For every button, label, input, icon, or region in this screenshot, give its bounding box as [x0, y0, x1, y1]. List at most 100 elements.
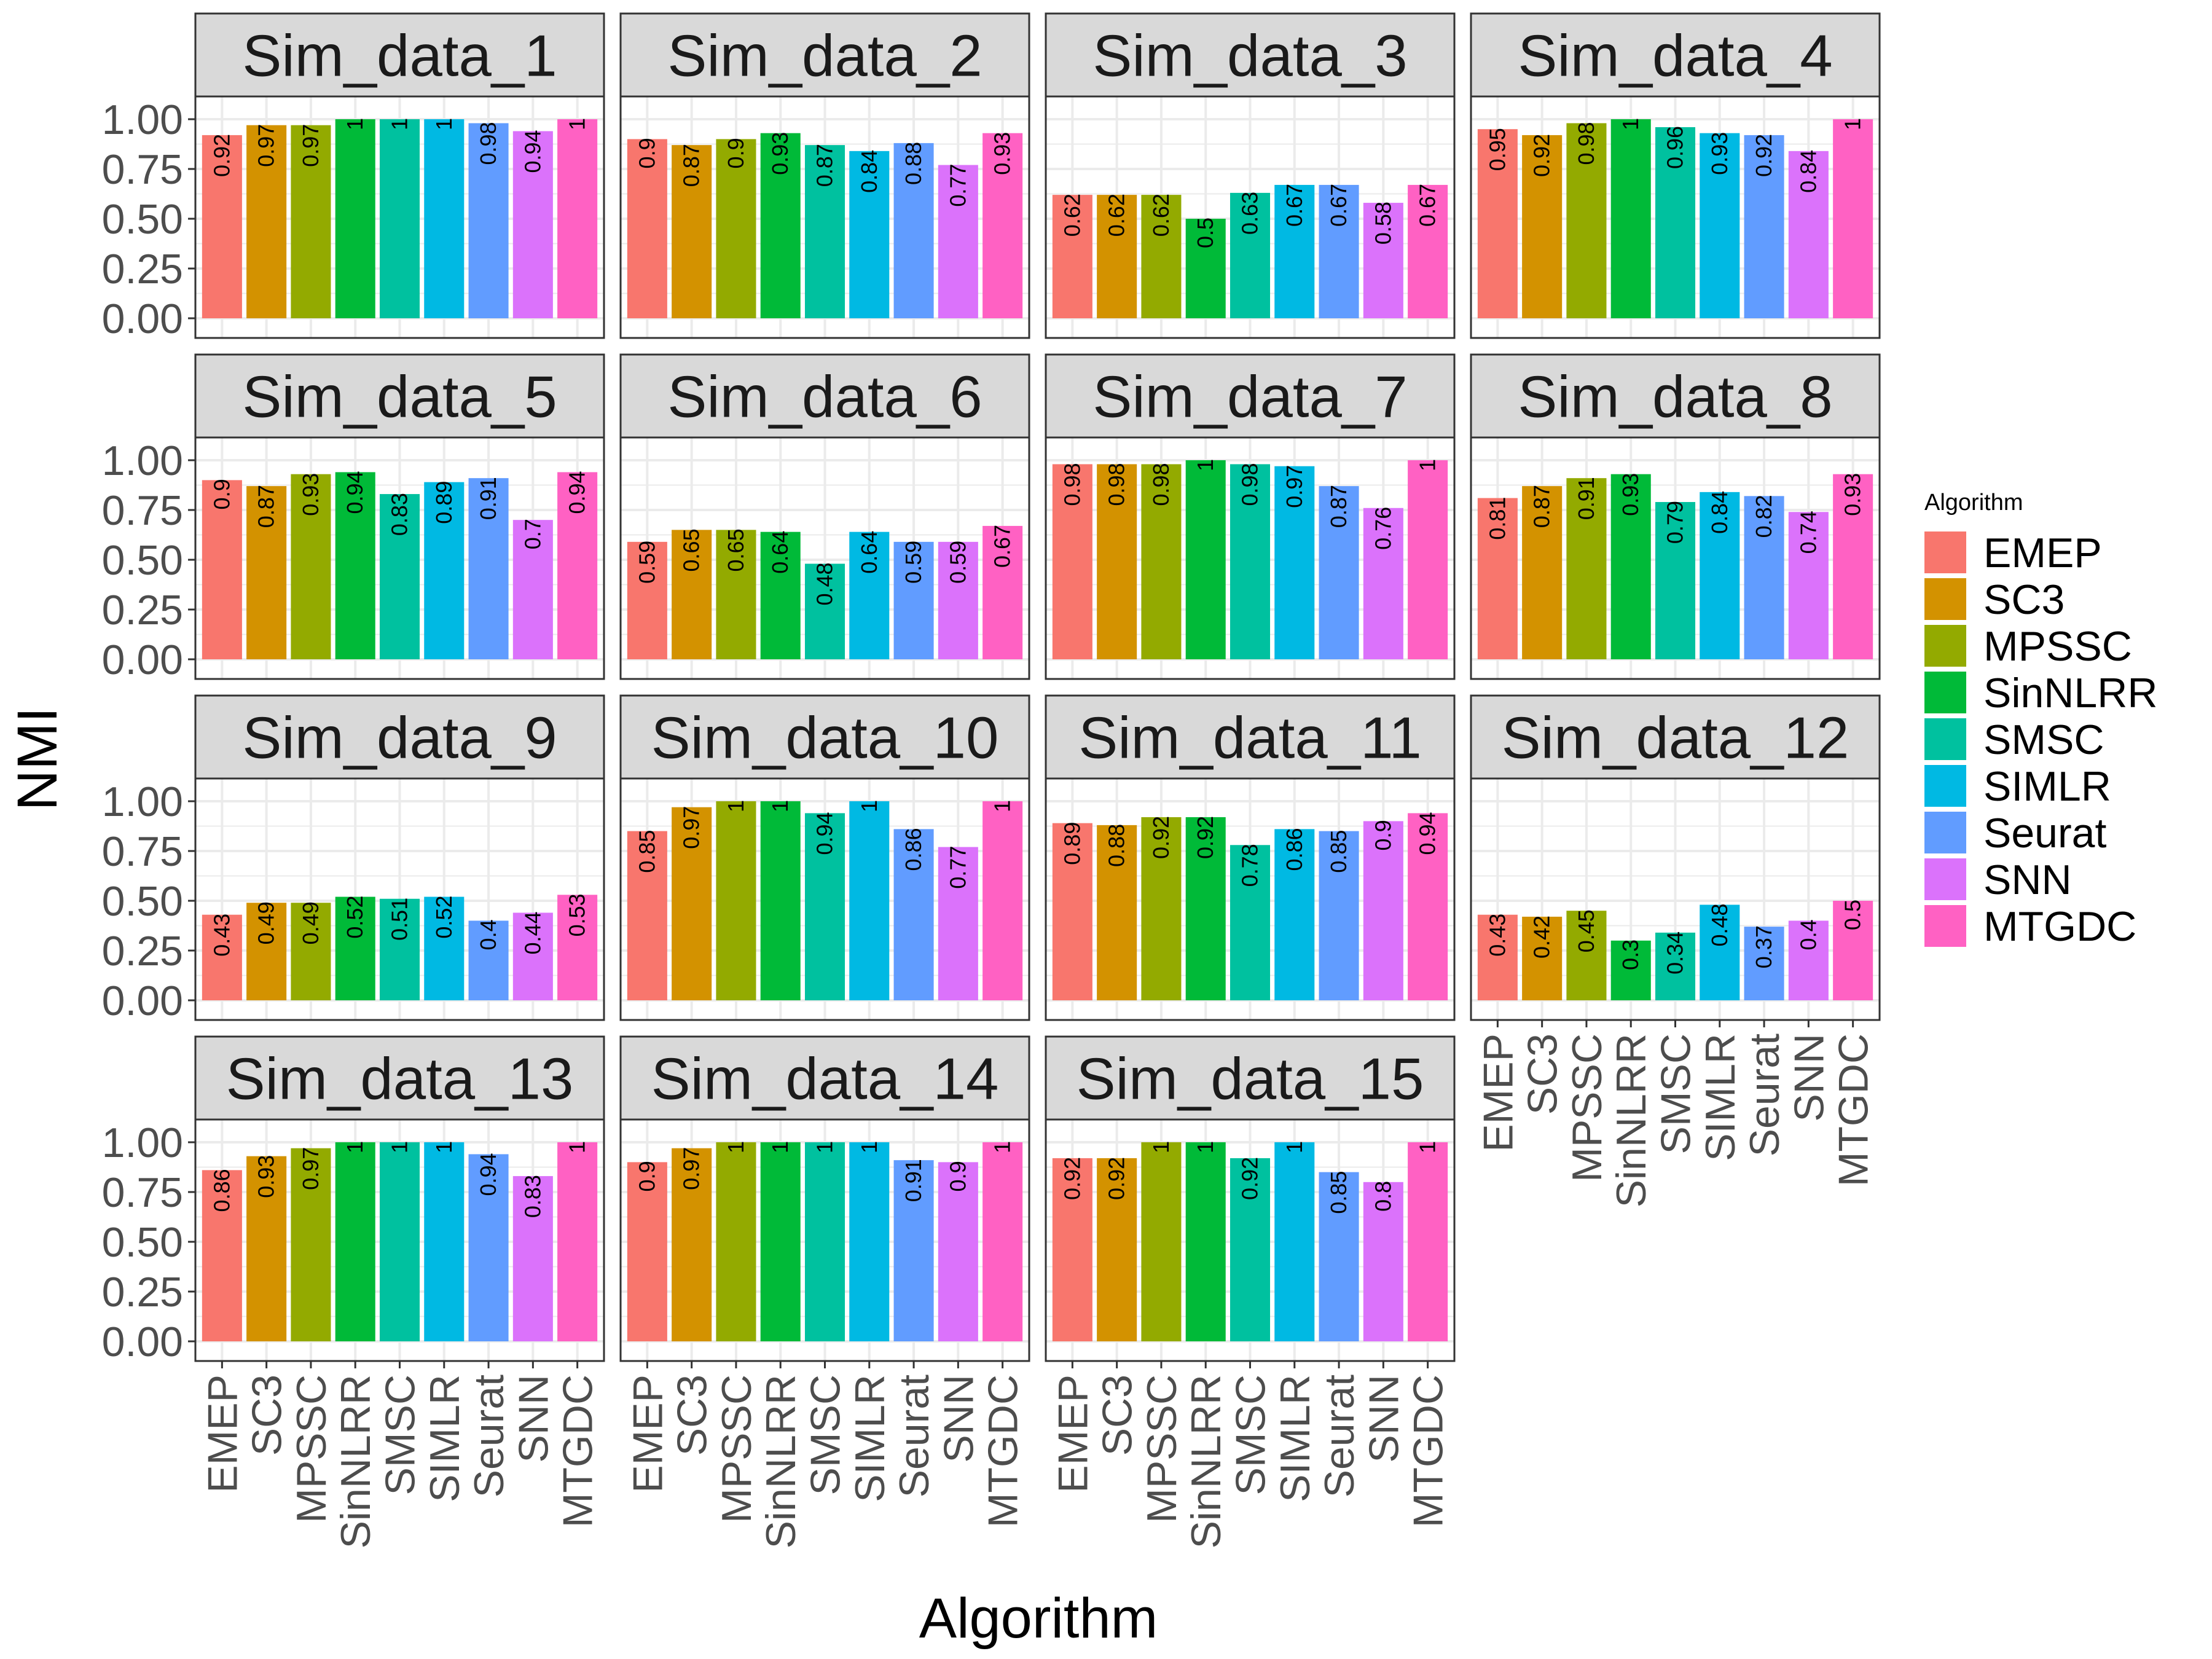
legend-key [1924, 858, 1966, 900]
data-label: 0.92 [1193, 816, 1218, 859]
data-label: 0.78 [1237, 844, 1263, 887]
data-label: 0.92 [1237, 1157, 1263, 1200]
bar [1052, 1158, 1092, 1341]
data-label: 0.97 [298, 124, 323, 167]
bar [1477, 129, 1518, 318]
bar [335, 119, 375, 318]
bar [1230, 1158, 1271, 1341]
bar [1610, 474, 1651, 659]
facet-strip [1470, 694, 1881, 780]
facet-title: Sim_data_11 [1078, 705, 1422, 771]
bar [424, 896, 465, 1000]
data-label: 0.67 [1282, 184, 1307, 227]
bar [1363, 1182, 1403, 1341]
legend-key [1924, 718, 1966, 760]
facet-strip [1045, 694, 1456, 780]
x-tick-label: Seurat [466, 1375, 512, 1497]
data-label: 0.98 [1237, 463, 1263, 506]
data-label: 0.53 [565, 893, 590, 936]
data-label: 1 [431, 118, 457, 130]
legend-label: SIMLR [1983, 763, 2111, 810]
data-label: 0.94 [1415, 812, 1440, 855]
data-label: 0.34 [1663, 931, 1688, 975]
data-label: 1 [565, 118, 590, 130]
data-label: 0.86 [901, 828, 926, 871]
data-label: 1 [342, 118, 367, 130]
y-tick-label: 1.00 [102, 1120, 183, 1166]
bar [760, 531, 801, 659]
bar [246, 486, 287, 659]
bar [291, 125, 331, 318]
data-label: 0.93 [990, 132, 1015, 175]
bar [557, 119, 598, 318]
y-tick-label: 0.75 [102, 146, 183, 193]
data-label: 0.5 [1840, 900, 1865, 930]
y-tick-label: 0.00 [102, 637, 183, 683]
data-label: 0.89 [1059, 822, 1084, 865]
facet-strip [194, 694, 605, 780]
bar [512, 1176, 553, 1341]
legend-label: MPSSC [1983, 623, 2132, 670]
data-label: 0.59 [634, 541, 659, 584]
bar [716, 139, 756, 318]
bar [849, 801, 890, 1000]
bar [1097, 195, 1137, 318]
data-label: 0.62 [1104, 194, 1129, 237]
bar [1408, 813, 1448, 1000]
x-tick-label: SMSC [377, 1375, 424, 1495]
facet-title: Sim_data_14 [651, 1046, 999, 1112]
data-label: 0.48 [812, 562, 837, 605]
panel-sim-data-9: Sim_data_9 0.43 0.49 0.49 0.52 0.51 0.52 0.4 0.4… [102, 694, 605, 1024]
bar [1319, 1172, 1359, 1341]
y-tick-label: 0.25 [102, 246, 183, 292]
bar [1274, 466, 1315, 659]
data-label: 0.88 [1104, 824, 1129, 867]
panel-sim-data-8: Sim_data_8 0.81 0.87 0.91 0.93 0.79 0.84 0.82 0.… [1470, 353, 1881, 680]
bar [1052, 823, 1092, 1000]
data-label: 0.94 [520, 130, 545, 173]
bar [938, 165, 978, 318]
data-label: 0.98 [1148, 463, 1174, 506]
legend-key [1924, 905, 1966, 947]
y-tick-label: 0.00 [102, 1319, 183, 1365]
x-tick-label: SNN [1360, 1375, 1407, 1463]
data-label: 1 [1282, 1141, 1307, 1153]
bar [202, 135, 242, 319]
data-label: 0.98 [1059, 463, 1084, 506]
bar [379, 494, 420, 659]
data-label: 0.43 [1484, 914, 1510, 957]
bar [716, 530, 756, 659]
data-label: 0.95 [1484, 128, 1510, 171]
y-tick-label: 0.75 [102, 1169, 183, 1216]
x-tick-label: SMSC [1653, 1033, 1700, 1154]
bar [627, 139, 667, 318]
legend-label: SMSC [1983, 716, 2104, 763]
bar [1744, 135, 1784, 319]
bar [468, 1154, 509, 1341]
bar [1700, 904, 1740, 1000]
bar [1141, 464, 1182, 659]
bar [1363, 203, 1403, 318]
bar [468, 478, 509, 659]
data-label: 1 [431, 1141, 457, 1153]
data-label: 0.94 [565, 471, 590, 514]
data-label: 0.59 [901, 541, 926, 584]
bar [1274, 829, 1315, 1000]
data-label: 0.93 [767, 132, 793, 175]
bar [1655, 932, 1696, 1000]
y-tick-label: 0.50 [102, 196, 183, 243]
bar [246, 903, 287, 1000]
data-label: 0.5 [1193, 218, 1218, 248]
data-label: 1 [387, 1141, 412, 1153]
data-label: 0.87 [1529, 485, 1555, 528]
legend-label: EMEP [1983, 530, 2102, 576]
bar [202, 480, 242, 659]
data-label: 0.64 [767, 531, 793, 574]
bar [760, 801, 801, 1000]
bar [1052, 464, 1092, 659]
facet-strip [194, 12, 605, 98]
bar [512, 520, 553, 659]
y-tick-label: 0.75 [102, 828, 183, 875]
bar [627, 1162, 667, 1341]
